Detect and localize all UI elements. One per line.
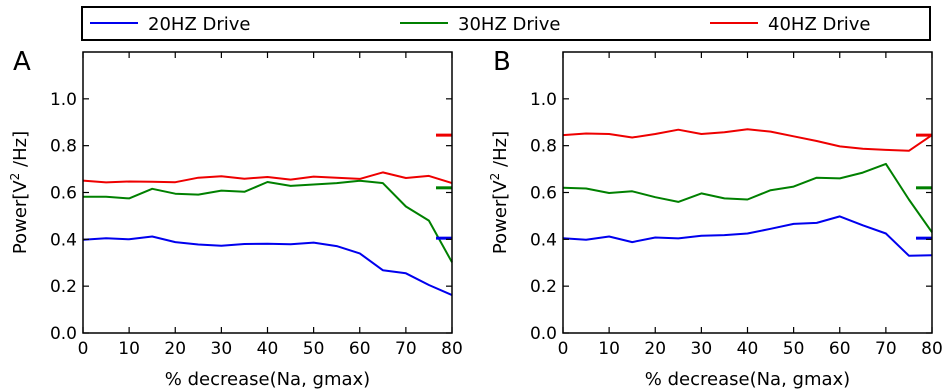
x-tick-label-b-7: 70 [875, 339, 897, 359]
panel-letter-a: A [13, 47, 31, 77]
legend-label-40hz: 40HZ Drive [768, 14, 870, 35]
y-tick-label-b-2: 0.4 [530, 230, 557, 250]
x-tick-label-b-4: 40 [737, 339, 759, 359]
axes-frame-a [82, 51, 453, 334]
x-tick-label-a-6: 60 [349, 339, 371, 359]
x-tick-label-a-4: 40 [257, 339, 279, 359]
x-tick-label-b-2: 20 [644, 339, 666, 359]
x-tick-label-b-0: 0 [558, 339, 569, 359]
y-tick-label-a-1: 0.2 [50, 277, 77, 297]
y-axis-label-b: Power[V2 /Hz] [488, 131, 511, 254]
panel-a: A 0 10 20 30 40 50 60 70 80 0.0 0.2 0.4 0.6 0.8 1.0 % de… [8, 47, 463, 390]
x-tick-label-a-5: 50 [303, 339, 325, 359]
y-tick-label-a-3: 0.6 [50, 184, 77, 204]
y-tick-label-a-2: 0.4 [50, 230, 77, 250]
y-tick-label-b-0: 0.0 [530, 324, 557, 344]
y-tick-label-b-5: 1.0 [530, 90, 557, 110]
legend: 20HZ Drive 30HZ Drive 40HZ Drive [81, 6, 931, 41]
panels: A 0 10 20 30 40 50 60 70 80 0.0 0.2 0.4 0.6 0.8 1.0 % de… [8, 47, 943, 390]
x-tick-label-a-8: 80 [441, 339, 463, 359]
y-tick-label-a-0: 0.0 [50, 324, 77, 344]
panel-letter-b: B [493, 47, 511, 77]
x-tick-label-a-7: 70 [395, 339, 417, 359]
legend-frame [81, 6, 931, 41]
x-tick-label-b-8: 80 [921, 339, 943, 359]
series-line-a-1 [83, 179, 453, 263]
series-line-b-2 [562, 128, 933, 152]
series-line-a-2 [82, 171, 453, 185]
x-tick-label-a-3: 30 [211, 339, 233, 359]
x-axis-label-b: % decrease(Na, gmax) [645, 369, 850, 390]
x-tick-label-b-6: 60 [829, 339, 851, 359]
x-tick-label-a-0: 0 [78, 339, 89, 359]
series-line-b-1 [562, 162, 933, 233]
x-tick-label-b-3: 30 [691, 339, 713, 359]
series-line-a-0 [82, 235, 453, 297]
y-tick-label-b-1: 0.2 [530, 277, 557, 297]
y-axis-label-a: Power[V2 /Hz] [8, 131, 31, 254]
x-tick-label-a-2: 20 [164, 339, 186, 359]
y-tick-label-b-3: 0.6 [530, 184, 557, 204]
panel-b: B 0 10 20 30 40 50 60 70 80 0.0 0.2 0.4 0.6 0.8 1.0 % de… [488, 47, 943, 390]
y-tick-label-b-4: 0.8 [530, 137, 557, 157]
legend-label-20hz: 20HZ Drive [148, 14, 250, 35]
series-line-b-0 [562, 215, 933, 257]
legend-label-30hz: 30HZ Drive [458, 14, 560, 35]
y-tick-label-a-5: 1.0 [50, 90, 77, 110]
y-tick-label-a-4: 0.8 [50, 137, 77, 157]
x-axis-label-a: % decrease(Na, gmax) [165, 369, 370, 390]
x-tick-label-a-1: 10 [118, 339, 140, 359]
x-tick-label-b-1: 10 [598, 339, 620, 359]
x-tick-label-b-5: 50 [783, 339, 805, 359]
